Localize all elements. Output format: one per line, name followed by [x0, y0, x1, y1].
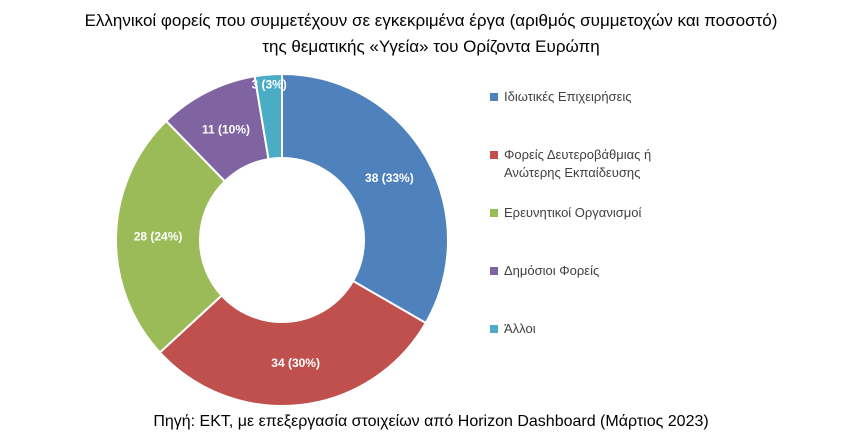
- legend-label: Ιδιωτικές Επιχειρήσεις: [504, 89, 632, 104]
- chart-title: Ελληνικοί φορείς που συμμετέχουν σε εγκε…: [0, 8, 862, 60]
- data-label-public-bodies: 11 (10%): [202, 122, 250, 136]
- data-label-private-companies: 38 (33%): [365, 171, 414, 185]
- legend-swatch: [490, 151, 498, 159]
- data-label-research-orgs: 28 (24%): [134, 230, 183, 244]
- source-note: Πηγή: ΕΚΤ, με επεξεργασία στοιχείων από …: [153, 413, 709, 430]
- legend-label: Ερευνητικοί Οργανισμοί: [504, 205, 642, 220]
- slice-research-orgs: [115, 119, 227, 354]
- legend-item-public-bodies: Δημόσιοι Φορείς: [490, 262, 704, 280]
- legend-item-research-orgs: Ερευνητικοί Οργανισμοί: [490, 204, 704, 222]
- slice-education: [158, 279, 428, 407]
- legend-swatch: [490, 325, 498, 333]
- legend-item-others: Άλλοι: [490, 320, 704, 338]
- legend-swatch: [490, 93, 498, 101]
- chart-title-line-2: της θεματικής «Υγεία» του Ορίζοντα Ευρώπ…: [262, 37, 600, 56]
- slice-private-companies: [281, 72, 449, 325]
- slice-others: [253, 72, 283, 161]
- legend-label: Φορείς Δευτεροβάθμιας ή Ανώτερης Εκπαίδε…: [504, 147, 652, 180]
- chart-title-line-1: Ελληνικοί φορείς που συμμετέχουν σε εγκε…: [84, 11, 778, 30]
- legend-label: Άλλοι: [504, 321, 536, 336]
- data-label-education: 34 (30%): [271, 356, 320, 370]
- legend-label: Δημόσιοι Φορείς: [504, 263, 600, 278]
- legend-swatch: [490, 267, 498, 275]
- data-label-others: 3 (3%): [251, 78, 286, 92]
- legend-item-education: Φορείς Δευτεροβάθμιας ή Ανώτερης Εκπαίδε…: [490, 146, 689, 182]
- legend-swatch: [490, 209, 498, 217]
- legend-item-private-companies: Ιδιωτικές Επιχειρήσεις: [490, 88, 704, 106]
